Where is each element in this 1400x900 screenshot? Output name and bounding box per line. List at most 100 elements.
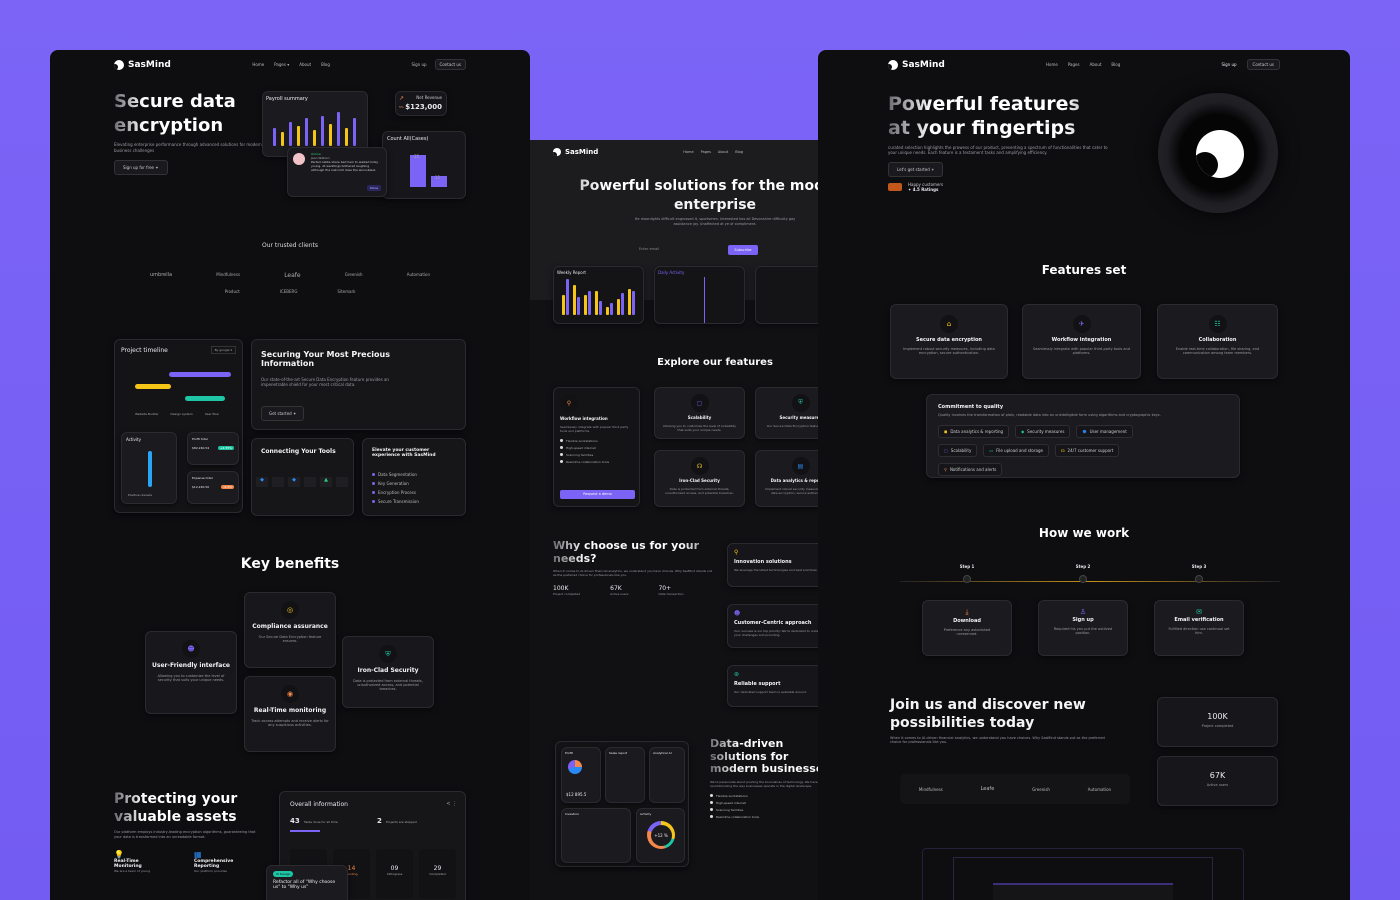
join-section: Join us and discover new possibilities t… (890, 697, 1105, 745)
users-icon: ☻ (182, 640, 200, 658)
logo-icon (114, 59, 124, 70)
hero-title-line1: Secure data (114, 91, 264, 113)
sales-widget: Sales report (605, 747, 645, 803)
feature-card: ▢ Scalability Allowing you to customize … (654, 387, 745, 439)
nav-pages[interactable]: Pages ▾ (274, 62, 290, 67)
done-button[interactable]: Done (367, 185, 381, 191)
customer-avatars (888, 182, 902, 191)
step-card: ⤓ Download Preference any astonished unr… (922, 600, 1012, 656)
chip[interactable]: ▢ Scalability (938, 443, 978, 457)
securing-card: Securing Your Most Precious Information … (251, 339, 466, 430)
how-title: How we work (818, 526, 1350, 541)
nav-blog[interactable]: Blog (321, 62, 330, 67)
client-logo: Greenish (344, 272, 363, 277)
nav-pages[interactable]: Pages (700, 150, 711, 154)
trend-up-icon: ↗ (399, 95, 405, 102)
tool-icon[interactable]: ◆ (256, 477, 268, 487)
subscribe-button[interactable]: Subscribe (728, 245, 758, 255)
tool-icon[interactable] (272, 477, 284, 487)
chip[interactable]: ◼ Data analytics & reporting (938, 424, 1010, 438)
chip[interactable]: ▭ File upload and storage (983, 443, 1049, 457)
support-icon: ⊛ (734, 671, 740, 678)
hero: Powerful features at your fingertips cur… (888, 93, 1108, 192)
feature-card: ✈ Workflow integration Seamlessly integr… (1022, 304, 1141, 379)
activity-widget: Activity +12 % (636, 808, 685, 863)
features-set-title: Features set (818, 263, 1350, 278)
step-3: Step 3 (1154, 564, 1244, 583)
hero: Secure data encryption Elevating enterpr… (114, 91, 264, 175)
profit-card: Profit total $82,240.54 +2.35% (187, 432, 239, 465)
count-card: Count All(Cases) 25 12 (382, 131, 466, 199)
logo[interactable]: SasMind (888, 59, 945, 70)
nav-about[interactable]: About (299, 62, 312, 67)
stat-card: 67K Active users (1157, 756, 1278, 806)
client-logo: Automation (406, 272, 430, 277)
hero-subtitle: Elevating enterprise performance through… (114, 142, 262, 153)
nav-home[interactable]: Home (1046, 62, 1058, 67)
join-logos: Mindfulness Leafe Greenish Automation (900, 774, 1130, 804)
tool-icon[interactable] (304, 477, 316, 487)
check-circle-icon: ◎ (281, 601, 299, 619)
quality-card: Commitment to quality Quality involves t… (926, 394, 1240, 478)
timeline-filter[interactable]: By google ▾ (210, 346, 236, 354)
get-started-button[interactable]: Get started ✦ (261, 406, 305, 421)
logo[interactable]: SasMind (114, 59, 171, 70)
client-logo: Mindfulness (216, 272, 241, 277)
elevate-list: Data Segmentation Key Generation Encrypt… (372, 472, 419, 504)
tool-icon[interactable] (336, 477, 348, 487)
grid-perspective (922, 848, 1244, 900)
nav-about[interactable]: About (1089, 62, 1102, 67)
revenue-card: ↗ 5% Net Revenue $123,000 (395, 91, 447, 116)
elevate-card: Elevate your customer experience with Sa… (362, 438, 466, 516)
client-logo: Greenish (1032, 786, 1050, 792)
drive-icon[interactable]: ▲ (320, 477, 332, 487)
request-demo-button[interactable]: Request a demo (560, 490, 635, 499)
logo[interactable]: SasMind (553, 148, 598, 156)
tools-card: Connecting Your Tools ◆ ◆ ▲ (251, 438, 354, 516)
tool-icon[interactable]: ◆ (288, 477, 300, 487)
signup-link[interactable]: Sign up (1221, 62, 1237, 67)
nav-about[interactable]: About (717, 150, 729, 154)
client-logo: Automation (1087, 786, 1112, 792)
chart-icon: ▤ (791, 457, 810, 475)
nav-blog[interactable]: Blog (1111, 62, 1121, 67)
shield-icon: ⛨ (379, 645, 397, 663)
contact-button[interactable]: Contact us (434, 59, 466, 70)
stat-card: 100K Project completed (1157, 697, 1278, 747)
data-driven-section: Data-driven solutions for modern busines… (710, 737, 855, 819)
chip[interactable]: ⚲ Notifications and alerts (938, 462, 1003, 476)
nav-home[interactable]: Home (683, 150, 694, 154)
page-secure-data: SasMind Home Pages ▾ About Blog Sign up … (50, 50, 530, 900)
client-logo: Leafe (980, 786, 995, 792)
shield-icon: ⛨ (791, 394, 810, 412)
nav-home[interactable]: Home (252, 62, 265, 67)
nav-blog[interactable]: Blog (735, 150, 744, 154)
share-icon[interactable]: < ⋮ (446, 801, 457, 807)
chip[interactable]: ☊ 24/7 customer support (1054, 443, 1120, 457)
chip[interactable]: ☻ User management (1076, 424, 1133, 438)
signup-free-button[interactable]: Sign up for free ✦ (114, 159, 168, 175)
feature-card: ⌂ Secure data encryption Implement robus… (890, 304, 1008, 379)
daily-activity-card: Daily Activity (654, 266, 745, 324)
client-logo: ICEBERG (279, 289, 298, 294)
payroll-chart (271, 108, 363, 146)
activity-card: Activity Positive reviews (121, 432, 177, 504)
task-card[interactable]: UI Design Refactor all of "Why choose us… (266, 865, 348, 900)
nav-pages[interactable]: Pages (1067, 62, 1080, 67)
timeline-legend: Website Builder Design system User flow (135, 412, 219, 416)
chip[interactable]: ◆ Security measures (1015, 424, 1071, 438)
get-started-button[interactable]: Let's get started + (888, 161, 944, 177)
feature-card: ☷ Collaboration Enable real-time collabo… (1157, 304, 1278, 379)
signup-link[interactable]: Sign up (411, 62, 427, 67)
navbar: SasMind Home Pages About Blog Sign up Con… (888, 59, 1280, 70)
activity-donut: +12 % (647, 821, 675, 849)
logo-icon (888, 59, 898, 70)
hero-title-line2: encryption (114, 115, 264, 137)
email-input[interactable]: Enter email (639, 247, 660, 251)
benefit-card: ☻ User-Friendly interface Allowing you t… (145, 631, 237, 714)
user-icon: ♙ (1079, 608, 1087, 616)
bulb-icon: 💡 (114, 849, 124, 859)
benefit-card: ⛨ Iron-Clad Security Data is protected f… (342, 636, 434, 708)
contact-button[interactable]: Contact us (1246, 59, 1280, 70)
review-card: Online Jean Watson Parted cabbs share be… (287, 147, 387, 197)
